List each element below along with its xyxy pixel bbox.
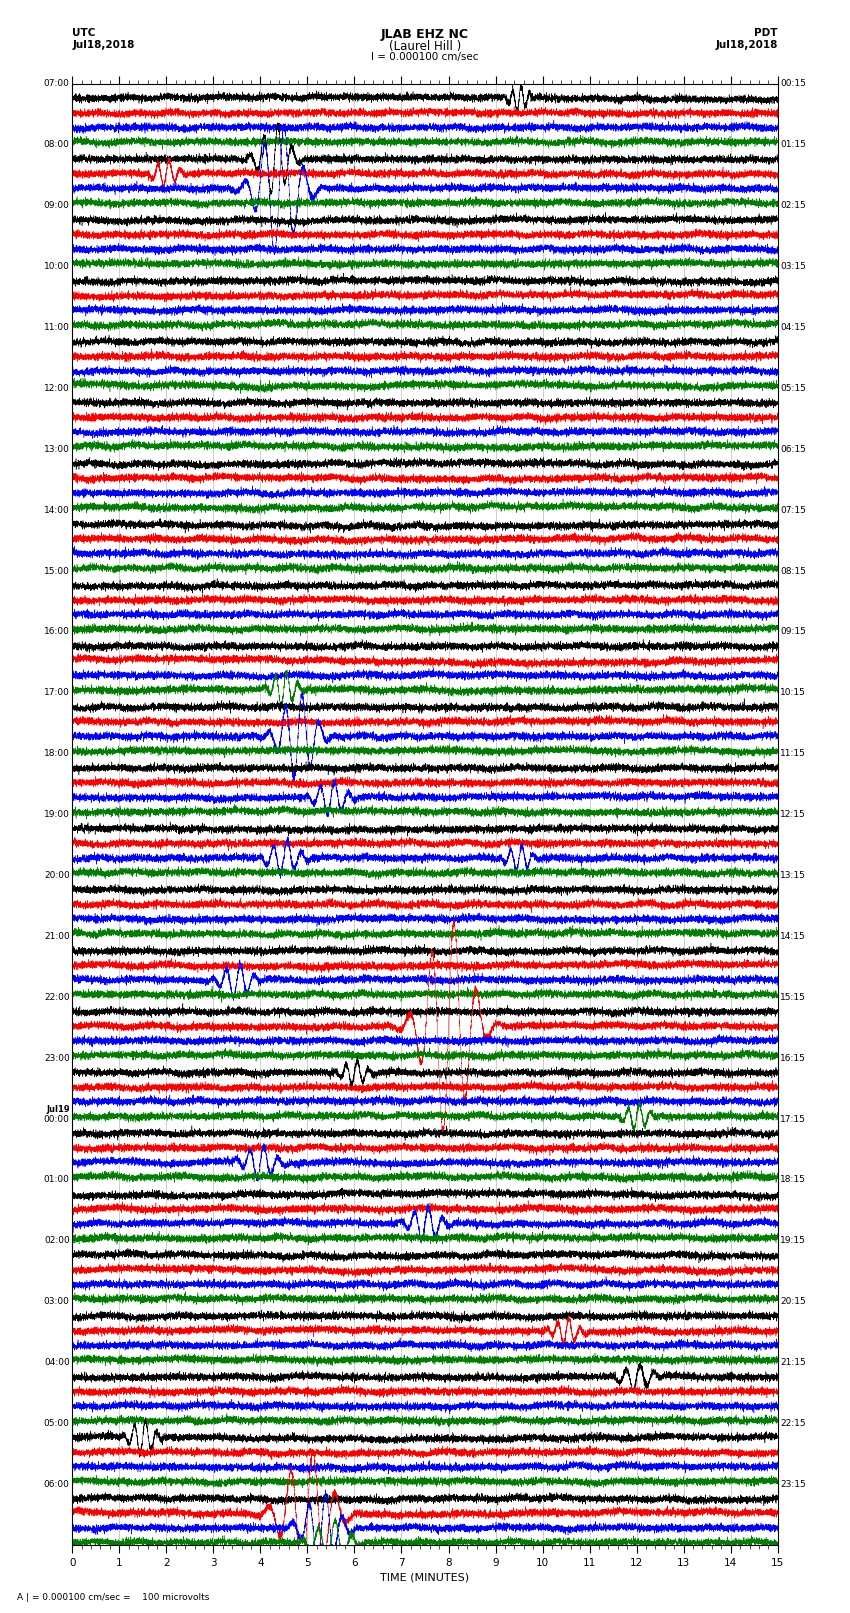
Text: Jul18,2018: Jul18,2018 (72, 39, 134, 50)
Text: 06:15: 06:15 (780, 445, 806, 453)
Text: 21:00: 21:00 (44, 932, 70, 940)
Text: (Laurel Hill ): (Laurel Hill ) (388, 39, 461, 53)
Text: 12:15: 12:15 (780, 810, 806, 819)
Text: 04:15: 04:15 (780, 323, 806, 332)
Text: Jul19: Jul19 (46, 1105, 70, 1115)
Text: 07:00: 07:00 (44, 79, 70, 89)
Text: 23:00: 23:00 (44, 1053, 70, 1063)
Text: 17:00: 17:00 (44, 689, 70, 697)
Text: 18:15: 18:15 (780, 1176, 806, 1184)
Text: 05:00: 05:00 (44, 1419, 70, 1428)
Text: 06:00: 06:00 (44, 1479, 70, 1489)
Text: 16:15: 16:15 (780, 1053, 806, 1063)
Text: 13:15: 13:15 (780, 871, 806, 881)
Text: UTC: UTC (72, 29, 95, 39)
Text: 11:00: 11:00 (44, 323, 70, 332)
Text: 10:15: 10:15 (780, 689, 806, 697)
Text: 15:00: 15:00 (44, 566, 70, 576)
Text: 23:15: 23:15 (780, 1479, 806, 1489)
Text: 19:15: 19:15 (780, 1236, 806, 1245)
Text: 08:15: 08:15 (780, 566, 806, 576)
Text: 09:15: 09:15 (780, 627, 806, 637)
Text: JLAB EHZ NC: JLAB EHZ NC (381, 29, 469, 42)
Text: 18:00: 18:00 (44, 748, 70, 758)
Text: 07:15: 07:15 (780, 505, 806, 515)
Text: 00:15: 00:15 (780, 79, 806, 89)
Text: 20:15: 20:15 (780, 1297, 806, 1307)
Text: 04:00: 04:00 (44, 1358, 70, 1368)
Text: 12:00: 12:00 (44, 384, 70, 394)
Text: 01:00: 01:00 (44, 1176, 70, 1184)
Text: 21:15: 21:15 (780, 1358, 806, 1368)
Text: 05:15: 05:15 (780, 384, 806, 394)
X-axis label: TIME (MINUTES): TIME (MINUTES) (381, 1573, 469, 1582)
Text: 13:00: 13:00 (44, 445, 70, 453)
Text: 10:00: 10:00 (44, 261, 70, 271)
Text: 16:00: 16:00 (44, 627, 70, 637)
Text: 02:15: 02:15 (780, 202, 806, 210)
Text: A | = 0.000100 cm/sec =    100 microvolts: A | = 0.000100 cm/sec = 100 microvolts (17, 1592, 209, 1602)
Text: 08:00: 08:00 (44, 140, 70, 150)
Text: 01:15: 01:15 (780, 140, 806, 150)
Text: 22:00: 22:00 (44, 992, 70, 1002)
Text: 15:15: 15:15 (780, 992, 806, 1002)
Text: 14:00: 14:00 (44, 505, 70, 515)
Text: 19:00: 19:00 (44, 810, 70, 819)
Text: 02:00: 02:00 (44, 1236, 70, 1245)
Text: 11:15: 11:15 (780, 748, 806, 758)
Text: 17:15: 17:15 (780, 1115, 806, 1124)
Text: PDT: PDT (754, 29, 778, 39)
Text: 03:15: 03:15 (780, 261, 806, 271)
Text: 00:00: 00:00 (44, 1115, 70, 1124)
Text: Jul18,2018: Jul18,2018 (716, 39, 778, 50)
Text: I = 0.000100 cm/sec: I = 0.000100 cm/sec (371, 52, 479, 61)
Text: 14:15: 14:15 (780, 932, 806, 940)
Text: 03:00: 03:00 (44, 1297, 70, 1307)
Text: 22:15: 22:15 (780, 1419, 806, 1428)
Text: 20:00: 20:00 (44, 871, 70, 881)
Text: 09:00: 09:00 (44, 202, 70, 210)
